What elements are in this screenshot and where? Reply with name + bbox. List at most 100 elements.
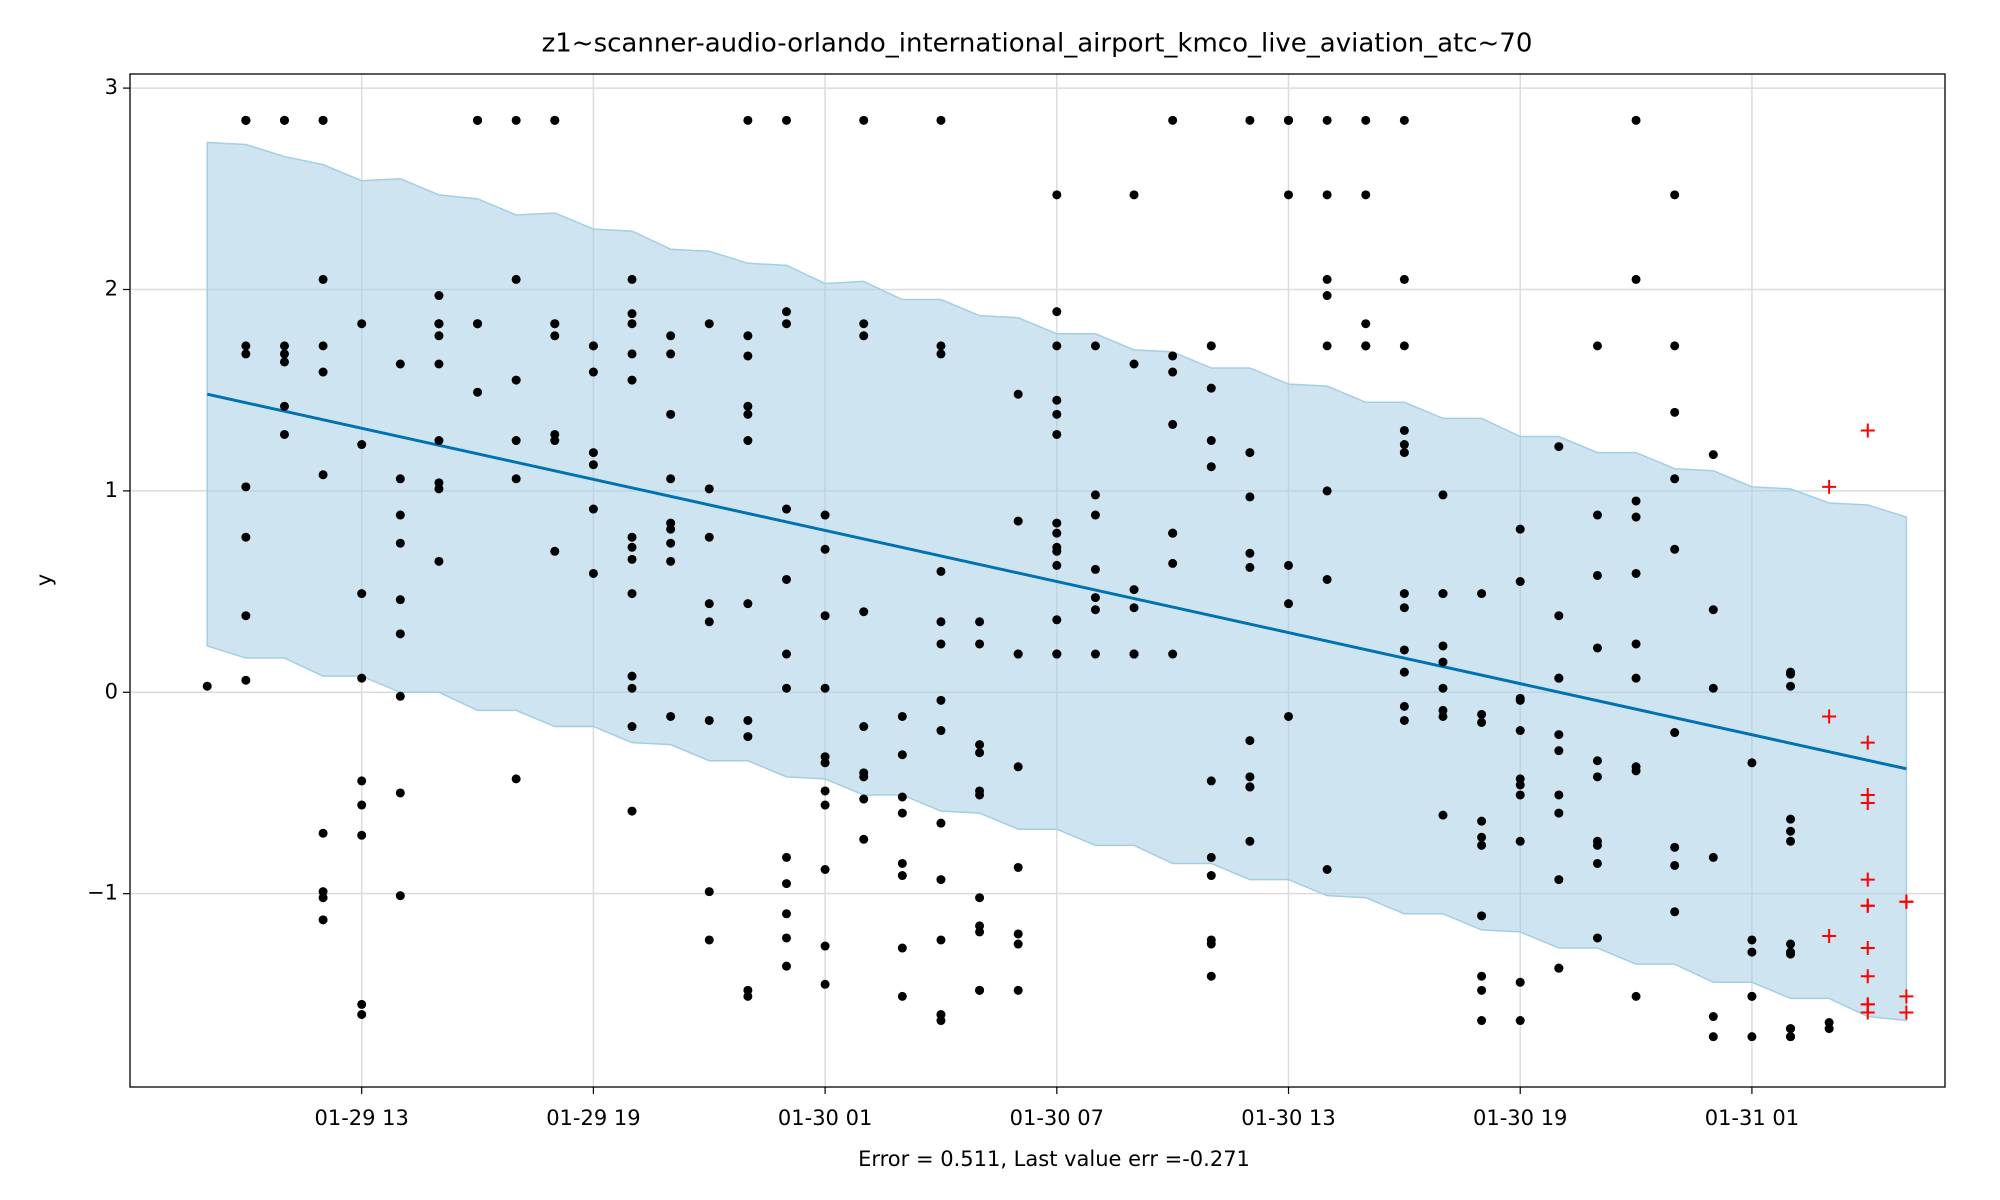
data-point: [781, 933, 791, 943]
data-point: [241, 341, 251, 351]
data-point: [743, 436, 753, 446]
data-point: [395, 788, 405, 798]
data-point: [627, 722, 637, 732]
data-point: [975, 639, 985, 649]
data-point: [1747, 935, 1757, 945]
forecast-point: [1860, 941, 1875, 956]
data-point: [1670, 190, 1680, 200]
data-point: [1708, 605, 1718, 615]
chart-title: z1~scanner-audio-orlando_international_a…: [542, 29, 1533, 59]
data-point: [1477, 911, 1487, 921]
data-point: [666, 518, 676, 528]
forecast-point: [1860, 997, 1875, 1012]
data-point: [666, 556, 676, 566]
data-point: [704, 935, 714, 945]
data-point: [1515, 780, 1525, 790]
data-point: [357, 830, 367, 840]
data-point: [1284, 599, 1294, 609]
data-point: [511, 375, 521, 385]
data-point: [434, 319, 444, 329]
data-point: [1013, 389, 1023, 399]
data-point: [241, 349, 251, 359]
data-point: [1206, 341, 1216, 351]
data-point: [279, 401, 289, 411]
data-point: [1129, 585, 1139, 595]
data-point: [743, 401, 753, 411]
data-point: [1052, 409, 1062, 419]
data-point: [627, 532, 637, 542]
data-point: [1322, 486, 1332, 496]
data-point: [1786, 1024, 1796, 1034]
data-point: [781, 574, 791, 584]
data-point: [627, 554, 637, 564]
data-point: [1052, 307, 1062, 317]
data-point: [1670, 474, 1680, 484]
data-point: [1399, 448, 1409, 458]
data-point: [1554, 875, 1564, 885]
data-point: [975, 927, 985, 937]
data-point: [781, 115, 791, 125]
data-point: [1206, 383, 1216, 393]
data-point: [1554, 963, 1564, 973]
data-point: [1554, 611, 1564, 621]
data-point: [820, 758, 830, 768]
data-point: [395, 538, 405, 548]
x-tick-label: 01-29 19: [546, 1106, 640, 1130]
data-point: [627, 806, 637, 816]
data-point: [318, 470, 328, 480]
data-point: [1399, 589, 1409, 599]
data-point: [1361, 190, 1371, 200]
data-point: [1592, 840, 1602, 850]
data-point: [743, 409, 753, 419]
data-point: [241, 482, 251, 492]
data-point: [1090, 649, 1100, 659]
data-point: [318, 274, 328, 284]
data-point: [743, 599, 753, 609]
data-point: [1631, 639, 1641, 649]
data-point: [395, 474, 405, 484]
data-point: [781, 649, 791, 659]
data-point: [1477, 840, 1487, 850]
data-point: [1477, 1016, 1487, 1026]
data-point: [1554, 730, 1564, 740]
data-point: [434, 478, 444, 488]
data-point: [1592, 756, 1602, 766]
data-point: [975, 748, 985, 758]
forecast-point: [1860, 796, 1875, 811]
data-point: [1013, 516, 1023, 526]
data-point: [1052, 341, 1062, 351]
data-point: [897, 711, 907, 721]
data-point: [1399, 603, 1409, 613]
data-point: [1747, 758, 1757, 768]
data-point: [1786, 814, 1796, 824]
data-point: [588, 341, 598, 351]
data-point: [1245, 115, 1255, 125]
data-point: [975, 790, 985, 800]
data-point: [859, 722, 869, 732]
data-point: [473, 387, 483, 397]
data-point: [1708, 1032, 1718, 1042]
forecast-point: [1899, 1005, 1914, 1020]
data-point: [1592, 858, 1602, 868]
data-point: [627, 375, 637, 385]
data-point: [395, 359, 405, 369]
data-point: [318, 341, 328, 351]
data-point: [1786, 681, 1796, 691]
data-point: [1090, 341, 1100, 351]
forecast-point: [1860, 423, 1875, 438]
data-point: [1168, 351, 1178, 361]
data-point: [781, 307, 791, 317]
x-tick-label: 01-30 01: [778, 1106, 872, 1130]
data-point: [1708, 450, 1718, 460]
data-point: [1515, 836, 1525, 846]
data-point: [666, 538, 676, 548]
data-point: [820, 683, 830, 693]
data-point: [627, 319, 637, 329]
data-point: [897, 808, 907, 818]
data-point: [1438, 705, 1448, 715]
data-point: [1284, 560, 1294, 570]
data-point: [820, 786, 830, 796]
data-point: [1013, 985, 1023, 995]
data-point: [1206, 436, 1216, 446]
data-point: [897, 750, 907, 760]
